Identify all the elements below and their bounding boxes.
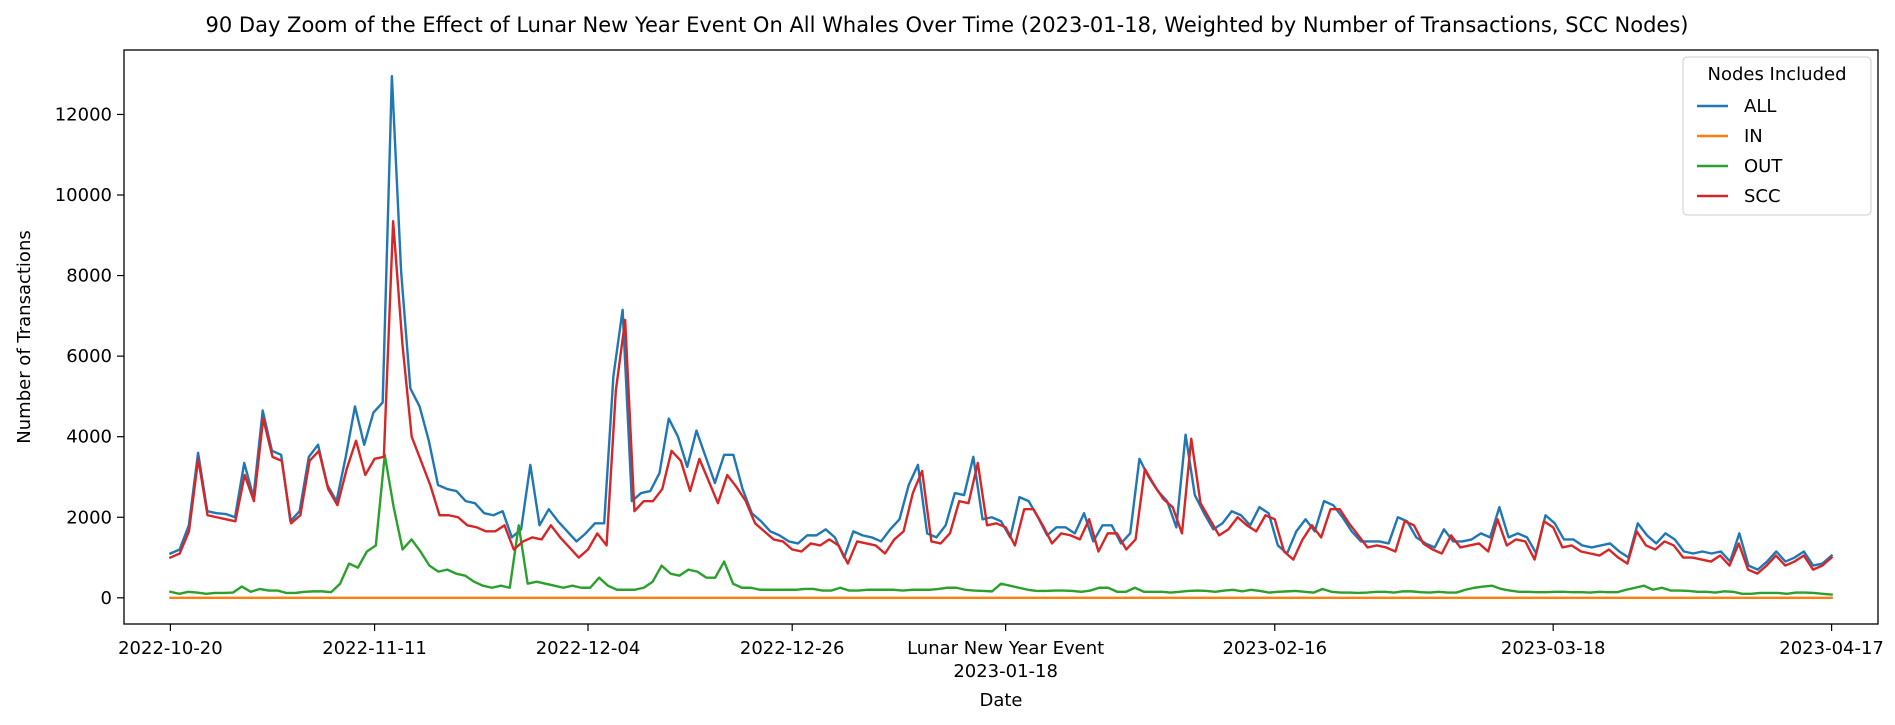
y-tick-label: 12000: [55, 104, 112, 125]
legend-label-out: OUT: [1744, 156, 1783, 177]
legend-label-scc: SCC: [1744, 186, 1781, 207]
y-tick-label: 4000: [66, 427, 112, 448]
x-tick-label: 2022-11-11: [322, 638, 427, 659]
x-tick-label: 2022-10-20: [118, 638, 223, 659]
legend: Nodes Included ALL IN OUT SCC: [1682, 56, 1872, 216]
y-tick-label: 8000: [66, 266, 112, 287]
y-tick-label: 2000: [66, 507, 112, 528]
series-line-all: [168, 74, 1834, 571]
legend-label-in: IN: [1744, 126, 1763, 147]
x-axis: 2022-10-20 2022-11-11 2022-12-04 2022-12-26…: [118, 624, 1884, 682]
series-line-out: [168, 453, 1833, 596]
legend-box: [1682, 56, 1872, 216]
series-line-scc: [168, 219, 1834, 575]
legend-label-all: ALL: [1744, 96, 1776, 117]
plot-area: [123, 49, 1879, 625]
legend-title: Nodes Included: [1707, 64, 1846, 85]
x-tick-label: 2022-12-04: [536, 638, 641, 659]
y-axis: 0 2000 4000 6000 8000 10000 12000: [55, 104, 124, 609]
x-tick-label: 2023-03-18: [1501, 638, 1606, 659]
x-tick-label: 2023-04-17: [1779, 638, 1884, 659]
x-tick-label: 2023-02-16: [1222, 638, 1327, 659]
y-tick-label: 6000: [66, 346, 112, 367]
chart-title: 90 Day Zoom of the Effect of Lunar New Y…: [206, 13, 1689, 37]
legend-items: ALL IN OUT SCC: [1697, 96, 1783, 207]
y-axis-label: Number of Transactions: [14, 230, 35, 443]
series-layer: [168, 74, 1834, 600]
x-tick-sublabel: 2023-01-18: [953, 661, 1058, 682]
x-axis-label: Date: [979, 690, 1022, 711]
y-tick-label: 0: [101, 588, 112, 609]
x-tick-label: 2022-12-26: [740, 638, 845, 659]
x-tick-label: Lunar New Year Event: [907, 638, 1104, 659]
y-tick-label: 10000: [55, 185, 112, 206]
